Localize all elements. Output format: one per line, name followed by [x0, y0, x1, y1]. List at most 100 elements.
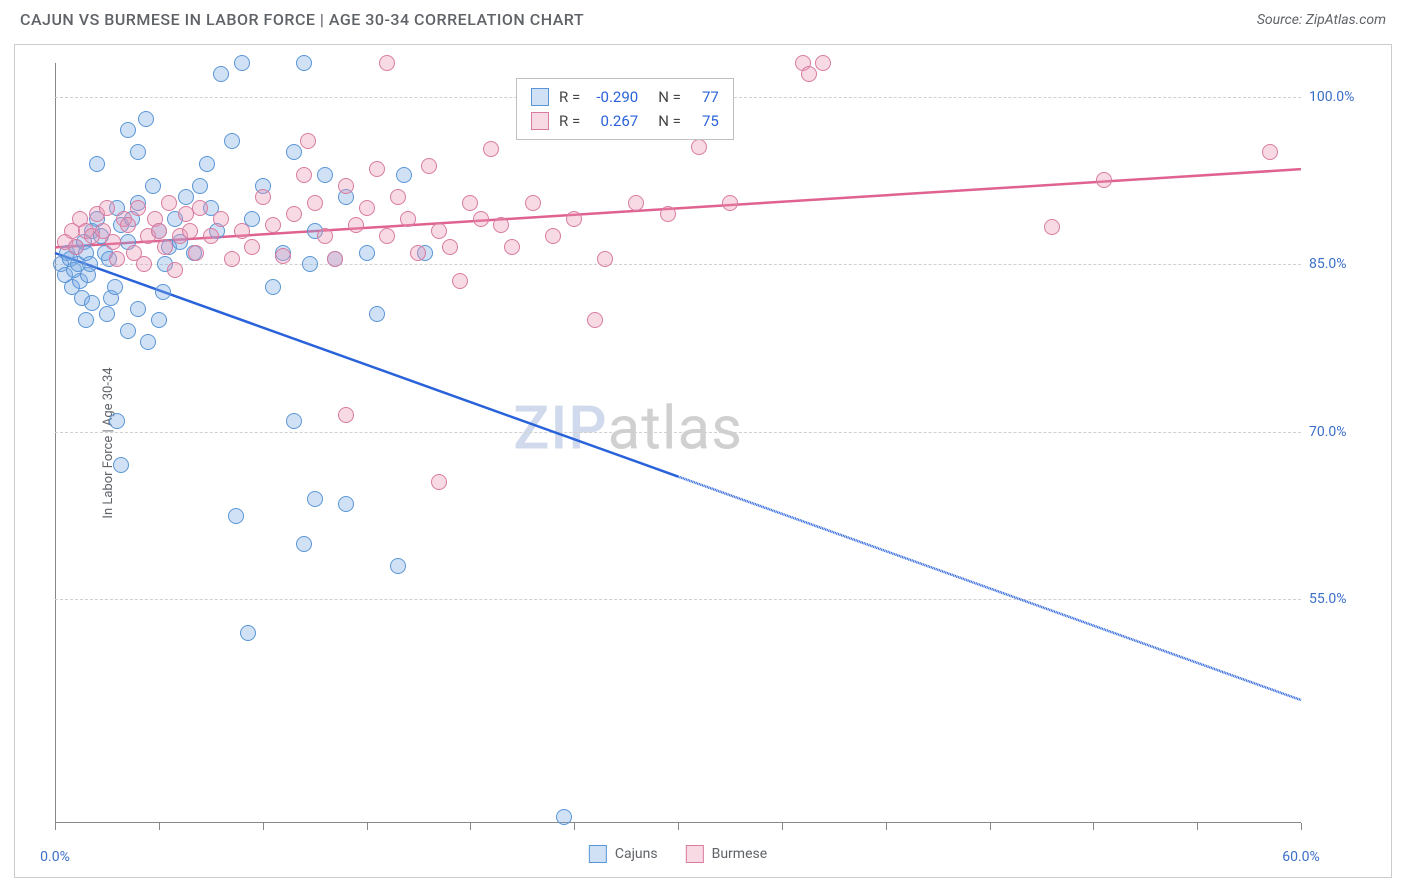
data-point-burmese: [348, 217, 364, 233]
data-point-burmese: [628, 195, 644, 211]
trend-line: [55, 253, 678, 477]
data-point-cajuns: [286, 413, 302, 429]
data-point-burmese: [493, 217, 509, 233]
data-point-cajuns: [89, 156, 105, 172]
data-point-burmese: [244, 239, 260, 255]
data-point-burmese: [379, 55, 395, 71]
data-point-cajuns: [109, 413, 125, 429]
data-point-burmese: [300, 133, 316, 149]
data-point-cajuns: [240, 625, 256, 641]
data-point-cajuns: [296, 536, 312, 552]
data-point-cajuns: [120, 122, 136, 138]
data-point-burmese: [452, 273, 468, 289]
data-point-burmese: [1262, 144, 1278, 160]
data-point-cajuns: [155, 284, 171, 300]
stats-row-burmese: R =0.267N =75: [531, 109, 719, 133]
data-point-burmese: [545, 228, 561, 244]
stats-r-label: R =: [559, 88, 580, 106]
legend-item-cajuns[interactable]: Cajuns: [589, 845, 658, 863]
data-point-burmese: [722, 195, 738, 211]
stats-r-label: R =: [559, 112, 580, 130]
data-point-cajuns: [390, 558, 406, 574]
data-point-cajuns: [396, 167, 412, 183]
y-tick-label: 55.0%: [1309, 591, 1379, 607]
data-point-burmese: [801, 66, 817, 82]
data-point-cajuns: [178, 189, 194, 205]
data-point-cajuns: [78, 312, 94, 328]
stats-row-cajuns: R =-0.290N =77: [531, 85, 719, 109]
data-point-burmese: [400, 211, 416, 227]
data-point-burmese: [167, 262, 183, 278]
trend-overlay: [55, 63, 1301, 823]
data-point-cajuns: [338, 496, 354, 512]
legend-label: Cajuns: [615, 846, 658, 862]
data-point-burmese: [462, 195, 478, 211]
data-point-burmese: [483, 141, 499, 157]
trend-line: [678, 477, 1301, 701]
data-point-burmese: [815, 55, 831, 71]
data-point-burmese: [691, 139, 707, 155]
data-point-cajuns: [302, 256, 318, 272]
data-point-cajuns: [130, 144, 146, 160]
stats-swatch: [531, 88, 549, 106]
data-point-burmese: [109, 251, 125, 267]
data-point-burmese: [234, 223, 250, 239]
x-tick: [263, 823, 264, 830]
data-point-cajuns: [145, 178, 161, 194]
data-point-burmese: [188, 245, 204, 261]
data-point-burmese: [504, 239, 520, 255]
data-point-burmese: [566, 211, 582, 227]
data-point-burmese: [68, 239, 84, 255]
data-point-cajuns: [317, 167, 333, 183]
legend-item-burmese[interactable]: Burmese: [686, 845, 768, 863]
legend-swatch: [686, 845, 704, 863]
stats-n-label: N =: [658, 88, 681, 106]
legend-swatch: [589, 845, 607, 863]
data-point-burmese: [130, 200, 146, 216]
data-point-burmese: [410, 245, 426, 261]
plot-area: In Labor Force | Age 30-34 ZIPatlas Caju…: [55, 63, 1301, 823]
stats-n-label: N =: [658, 112, 681, 130]
y-tick-label: 70.0%: [1309, 424, 1379, 440]
data-point-burmese: [379, 228, 395, 244]
data-point-burmese: [317, 228, 333, 244]
data-point-burmese: [660, 206, 676, 222]
x-tick: [470, 823, 471, 830]
data-point-cajuns: [138, 111, 154, 127]
data-point-burmese: [327, 251, 343, 267]
data-point-burmese: [151, 223, 167, 239]
stats-swatch: [531, 112, 549, 130]
data-point-burmese: [369, 161, 385, 177]
data-point-burmese: [307, 195, 323, 211]
data-point-cajuns: [224, 133, 240, 149]
data-point-burmese: [338, 407, 354, 423]
data-point-cajuns: [286, 144, 302, 160]
data-point-cajuns: [556, 809, 572, 825]
x-tick: [782, 823, 783, 830]
legend-label: Burmese: [712, 846, 768, 862]
x-tick-label: 60.0%: [1282, 849, 1320, 865]
data-point-burmese: [120, 217, 136, 233]
data-point-cajuns: [107, 279, 123, 295]
data-point-burmese: [213, 211, 229, 227]
x-tick: [574, 823, 575, 830]
x-tick: [55, 823, 56, 830]
data-point-burmese: [296, 167, 312, 183]
data-point-burmese: [421, 158, 437, 174]
stats-n-value: 77: [691, 88, 719, 106]
data-point-burmese: [136, 256, 152, 272]
data-point-burmese: [265, 217, 281, 233]
x-tick: [990, 823, 991, 830]
x-tick: [1093, 823, 1094, 830]
data-point-cajuns: [130, 301, 146, 317]
x-tick: [1301, 823, 1302, 830]
data-point-burmese: [359, 200, 375, 216]
data-point-burmese: [203, 228, 219, 244]
data-point-cajuns: [140, 334, 156, 350]
data-point-cajuns: [113, 457, 129, 473]
data-point-cajuns: [228, 508, 244, 524]
data-point-cajuns: [296, 55, 312, 71]
data-point-cajuns: [151, 312, 167, 328]
chart-header: CAJUN VS BURMESE IN LABOR FORCE | AGE 30…: [0, 0, 1406, 37]
x-tick: [1197, 823, 1198, 830]
